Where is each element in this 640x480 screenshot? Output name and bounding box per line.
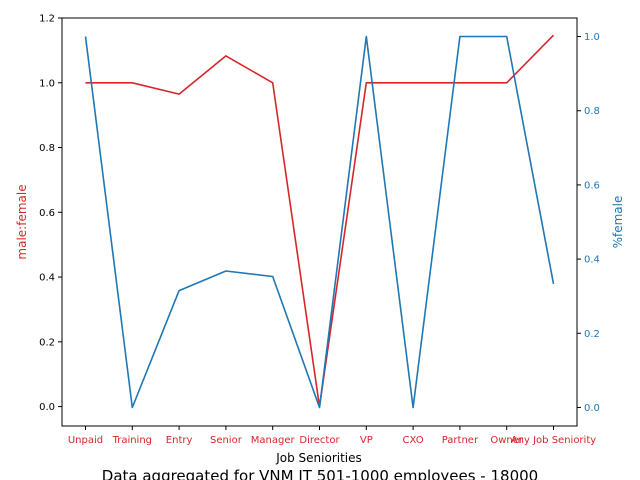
right-y-tick-label: 0.0 [584,403,600,414]
right-y-tick-label: 0.4 [584,255,600,266]
x-tick-label: VP [360,435,373,446]
left-y-tick-label: 1.2 [39,14,55,25]
left-y-axis-label: male:female [15,184,29,259]
x-tick-label: Unpaid [68,435,103,446]
left-y-axis: 0.0 0.2 0.4 0.6 0.8 1.0 1.2 [39,14,62,413]
chart-title: Data aggregated for VNM IT 501-1000 empl… [102,467,538,480]
right-y-tick-label: 0.6 [584,180,600,191]
right-y-axis: 0.0 0.2 0.4 0.6 0.8 1.0 [577,32,600,414]
left-y-tick-label: 0.2 [39,337,55,348]
right-y-tick-label: 1.0 [584,32,600,43]
x-tick-label: Partner [442,435,479,446]
x-tick-label: Manager [251,435,296,446]
x-tick-label: Any Job Seniority [511,435,596,446]
x-tick-label: CXO [403,435,424,446]
left-y-tick-label: 1.0 [39,78,55,89]
x-tick-label: Director [299,435,340,446]
right-y-tick-label: 0.2 [584,329,600,340]
left-y-tick-label: 0.8 [39,143,55,154]
series-line-percent-female [84,35,555,409]
x-tick-label: Owner [490,435,524,446]
x-axis-label: Job Seniorities [275,451,362,465]
x-axis: Unpaid Training Entry Senior Manager Director… [68,426,596,446]
right-y-tick-label: 0.8 [584,106,600,117]
left-y-tick-label: 0.4 [39,273,55,284]
series-layer [84,34,555,409]
x-tick-label: Senior [210,435,243,446]
left-y-tick-label: 0.0 [39,402,55,413]
x-tick-label: Entry [166,435,193,446]
x-tick-label: Training [112,435,152,446]
left-y-tick-label: 0.6 [39,208,55,219]
right-y-axis-label: %⁠female [611,196,625,249]
